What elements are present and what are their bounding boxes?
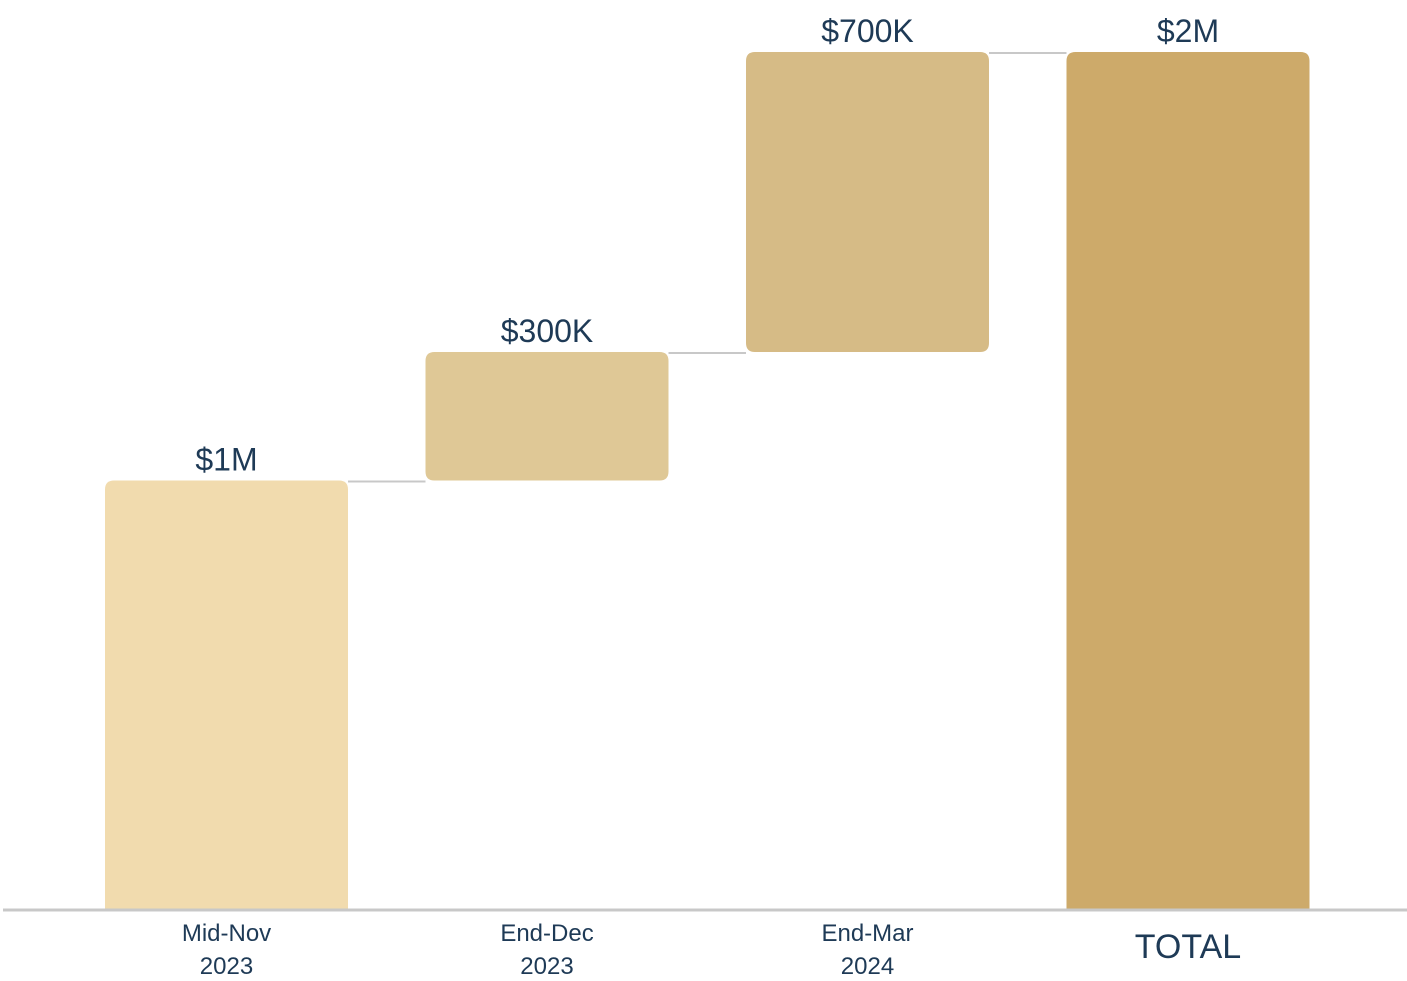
- bar-group: [105, 52, 1310, 909]
- bar-3: [1066, 52, 1310, 909]
- category-label-1-line-0: End-Dec: [500, 920, 593, 947]
- bar-2: [746, 52, 989, 352]
- value-label-3: $2M: [1157, 13, 1219, 49]
- category-label-3: TOTAL: [1135, 928, 1241, 966]
- bar-1: [425, 351, 669, 481]
- category-label-2-line-1: 2024: [841, 953, 894, 980]
- category-label-0-line-1: 2023: [200, 953, 253, 980]
- value-label-1: $300K: [501, 313, 594, 349]
- bar-0: [105, 480, 348, 909]
- connector-lines: [348, 52, 1067, 483]
- value-label-0: $1M: [195, 442, 257, 478]
- value-label-2: $700K: [821, 13, 914, 49]
- category-label-0-line-0: Mid-Nov: [182, 920, 271, 947]
- value-label-group: $1M $300K $700K $2M: [195, 13, 1219, 478]
- category-label-1-line-1: 2023: [520, 953, 573, 980]
- category-label-2-line-0: End-Mar: [821, 920, 913, 947]
- category-label-group: Mid-Nov 2023 End-Dec 2023 End-Mar 2024 TOTAL: [182, 920, 1241, 980]
